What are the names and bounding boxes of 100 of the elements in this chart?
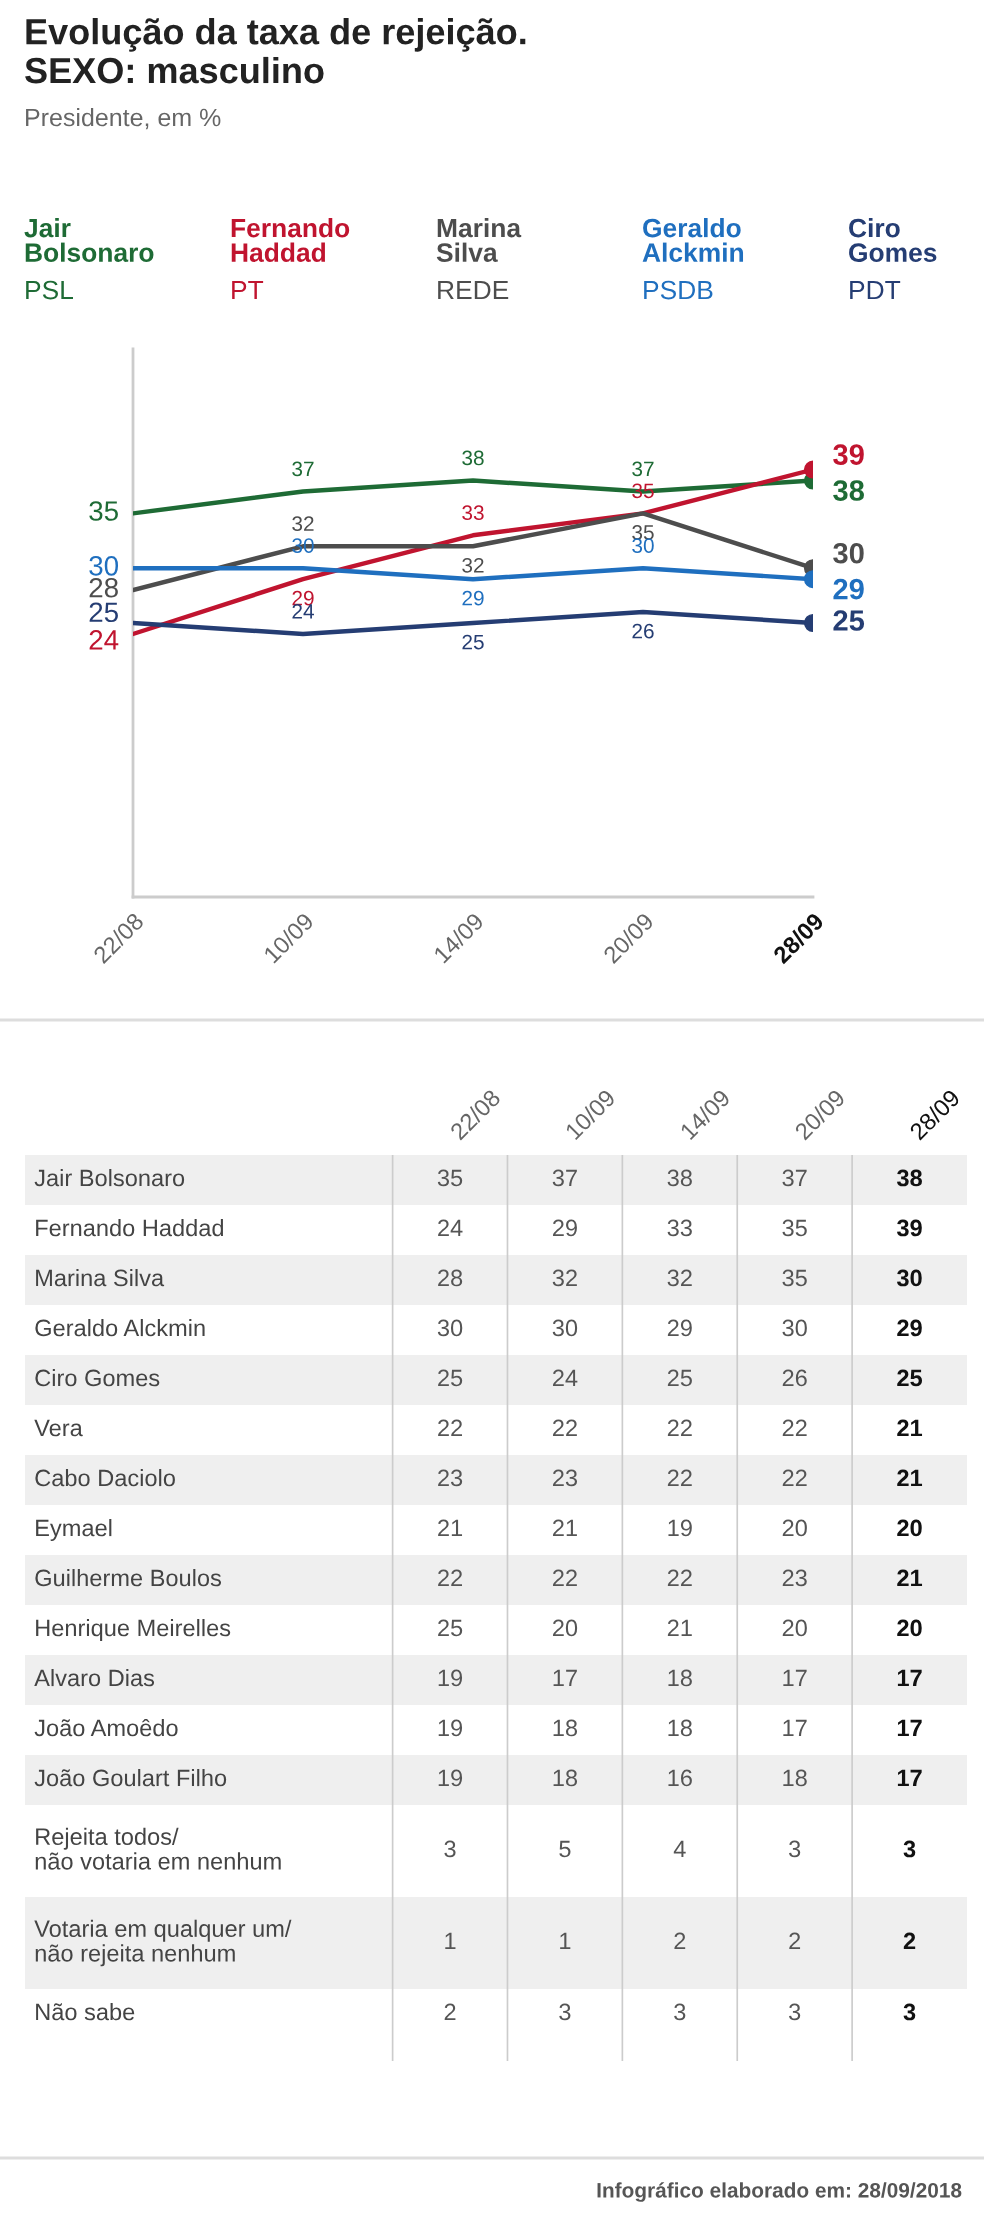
data-label: 30	[292, 538, 314, 553]
y-tick-label: Jair Bolsonaro	[34, 1168, 185, 1187]
y-tick-label: Eymael	[36, 1518, 112, 1541]
data-label: 25	[462, 634, 484, 650]
data-label: 22	[438, 1419, 462, 1437]
data-label: 20	[897, 1519, 922, 1537]
data-label: 3	[789, 1840, 801, 1858]
data-label: 22	[782, 1469, 807, 1487]
y-tick-label: Marina Silva	[36, 1268, 165, 1287]
data-label: 32	[552, 1269, 577, 1287]
data-label: 38	[896, 1169, 922, 1187]
y-tick-label: João Goulart Filho	[34, 1768, 227, 1787]
data-label: 21	[667, 1619, 692, 1637]
data-label: 16	[668, 1769, 692, 1787]
data-label: 3	[559, 2003, 571, 2021]
data-label: 4	[673, 1840, 686, 1858]
data-label: 19	[438, 1769, 463, 1787]
data-label: 3	[903, 1840, 916, 1858]
data-label: 20	[782, 1519, 807, 1537]
data-label: 23	[552, 1469, 578, 1487]
data-label: 20	[552, 1619, 578, 1637]
data-label: 35	[632, 525, 654, 540]
data-label: 30	[782, 1319, 807, 1337]
data-label: 19	[438, 1669, 463, 1687]
data-label: 28	[438, 1269, 463, 1287]
data-label: 28	[89, 577, 118, 598]
data-label: 21	[897, 1419, 923, 1437]
data-label: 29	[552, 1219, 577, 1237]
data-label: 32	[292, 516, 314, 532]
data-label: 29	[462, 590, 484, 606]
data-label: 25	[438, 1619, 463, 1637]
data-label: 17	[897, 1769, 922, 1787]
data-label: 19	[438, 1719, 463, 1737]
data-label: 17	[897, 1669, 922, 1687]
text: Infográfico elaborado em: 28/09/2018	[597, 2182, 962, 2202]
data-label: 19	[668, 1519, 692, 1537]
y-tick-label: João Amoêdo	[34, 1718, 178, 1737]
data-label: 26	[782, 1369, 807, 1387]
data-label: 30	[632, 538, 654, 553]
data-label: 24	[438, 1219, 463, 1237]
text: Fernando Haddad PT	[231, 218, 350, 300]
data-label: 1	[445, 1932, 456, 1950]
data-label: 33	[462, 505, 484, 521]
data-label: 25	[897, 1369, 923, 1387]
data-label: 35	[782, 1219, 807, 1237]
data-label: 21	[552, 1519, 577, 1537]
data-label: 18	[553, 1769, 578, 1787]
data-label: 22	[667, 1419, 692, 1437]
text: Jair Bolsonaro PSL	[24, 218, 154, 300]
data-label: 22	[667, 1569, 692, 1587]
data-label: 24	[292, 603, 314, 619]
chart-subtitle: Presidente, em %	[26, 108, 221, 130]
data-label: 18	[668, 1719, 692, 1737]
data-label: 29	[667, 1319, 692, 1337]
data-label: 30	[552, 1319, 578, 1337]
data-label: 25	[833, 610, 865, 631]
data-label: 17	[783, 1669, 807, 1687]
data-label: 2	[789, 1932, 801, 1950]
y-tick-label: Henrique Meirelles	[36, 1618, 231, 1641]
data-label: 5	[559, 1840, 571, 1858]
data-label: 38	[833, 480, 864, 501]
data-label: 37	[292, 461, 314, 477]
data-label: 30	[833, 542, 864, 564]
data-label: 25	[667, 1369, 692, 1387]
data-label: 25	[89, 602, 118, 623]
data-label: 25	[438, 1369, 463, 1387]
data-label: 2	[674, 1932, 686, 1950]
data-label: 29	[897, 1319, 922, 1337]
data-label: 18	[668, 1669, 692, 1687]
data-label: 30	[437, 1319, 463, 1337]
y-tick-label: Ciro Gomes	[35, 1368, 160, 1387]
data-label: 37	[632, 461, 654, 477]
data-label: 32	[667, 1269, 692, 1287]
data-label: 30	[896, 1269, 922, 1287]
data-label: 17	[783, 1719, 807, 1737]
data-label: 23	[782, 1569, 807, 1587]
data-label: 33	[667, 1219, 692, 1237]
data-label: 35	[437, 1169, 463, 1187]
y-tick-label: Guilherme Boulos	[35, 1568, 221, 1587]
data-label: 24	[89, 630, 119, 650]
y-tick-label: Cabo Daciolo	[35, 1468, 175, 1487]
y-tick-label: Votaria em qualquer um/ não rejeita nenhum	[34, 1919, 292, 1967]
data-label: 20	[897, 1619, 922, 1637]
data-label: 37	[552, 1169, 577, 1187]
data-label: 2	[444, 2003, 456, 2021]
data-label: 20	[782, 1619, 807, 1637]
data-label: 21	[897, 1569, 923, 1587]
data-label: 35	[782, 1269, 807, 1287]
data-label: 3	[444, 1840, 456, 1858]
data-label: 35	[89, 501, 118, 521]
data-label: 3	[789, 2003, 801, 2021]
data-label: 22	[438, 1569, 462, 1587]
data-label: 22	[552, 1419, 577, 1437]
text: Ciro Gomes PDT	[849, 218, 937, 300]
chart-title: Evolução da taxa de rejeição. SEXO: masculino	[25, 18, 526, 84]
data-label: 3	[674, 2003, 686, 2021]
y-tick-label: Não sabe	[36, 2002, 135, 2021]
data-label: 17	[897, 1719, 922, 1737]
data-label: 24	[552, 1369, 578, 1387]
data-label: 38	[462, 450, 484, 466]
